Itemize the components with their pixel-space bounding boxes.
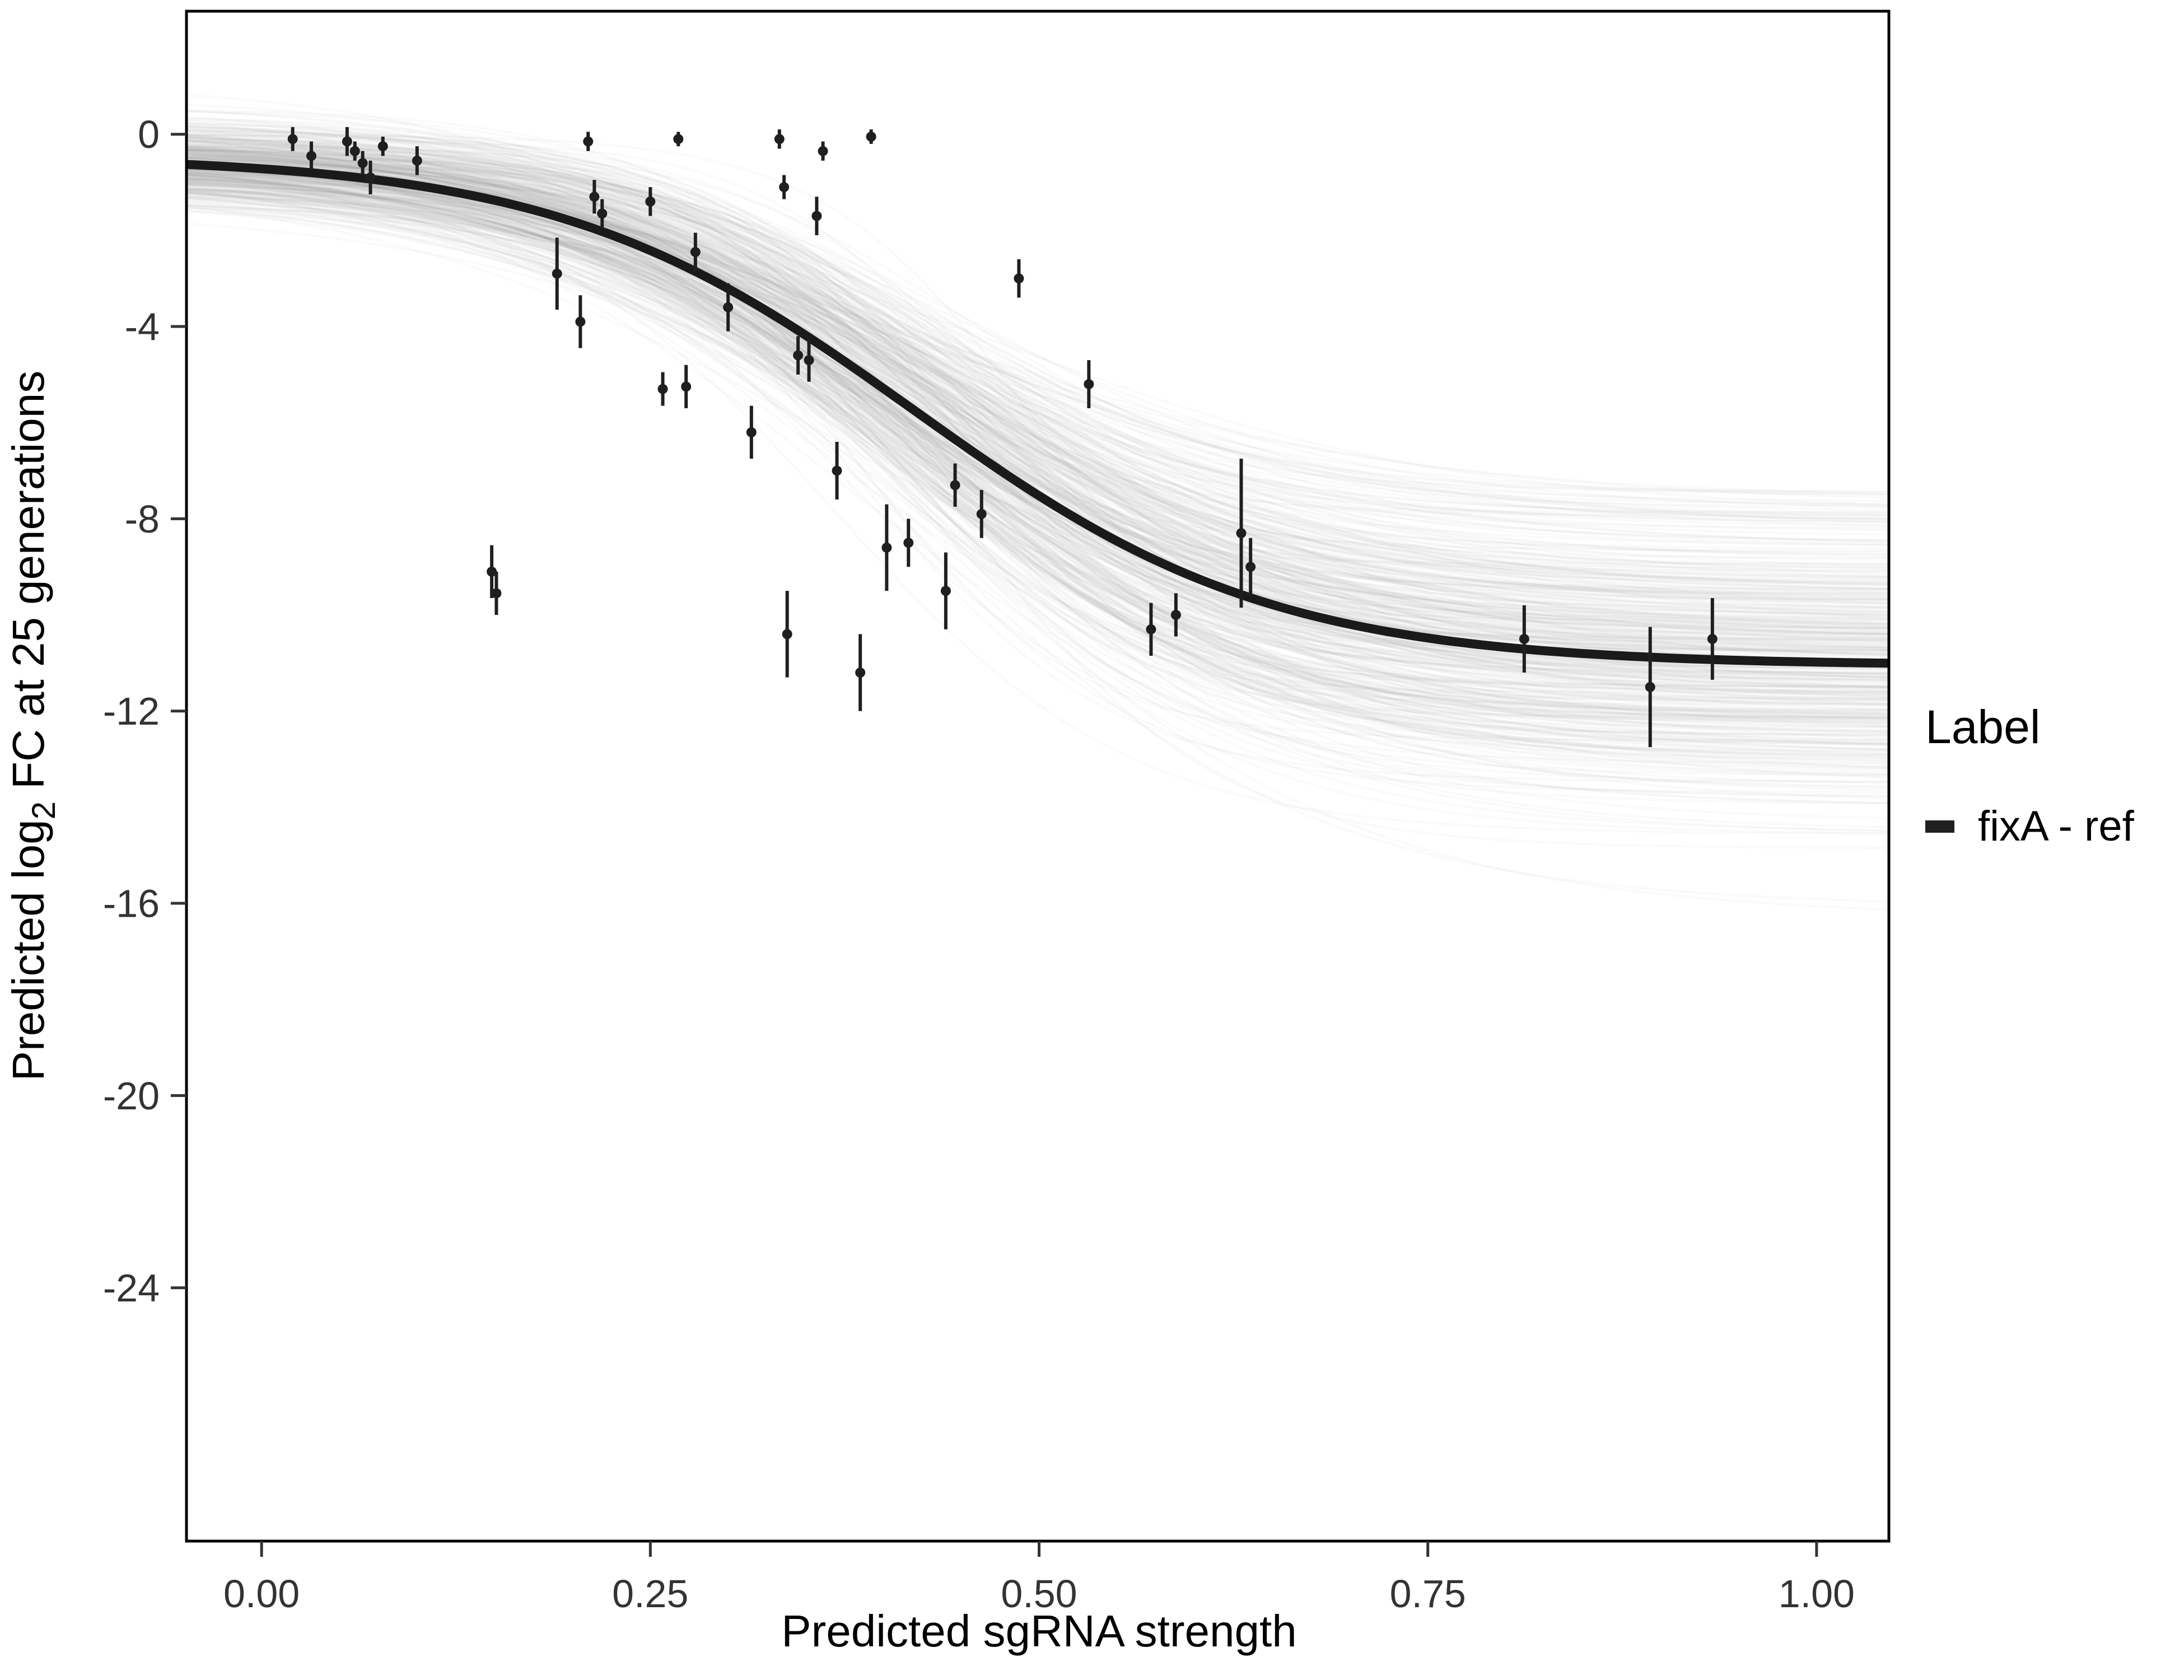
y-tick-label: 0 xyxy=(138,113,160,156)
data-point xyxy=(349,146,360,156)
data-points xyxy=(287,127,1718,748)
data-point xyxy=(804,355,814,366)
legend-key-swatch xyxy=(1925,820,1954,833)
data-point xyxy=(690,247,701,258)
data-point xyxy=(673,134,684,144)
x-axis-title: Predicted sgRNA strength xyxy=(781,1606,1296,1656)
x-tick-label: 0.00 xyxy=(223,1572,300,1616)
y-tick-label: -24 xyxy=(103,1266,160,1310)
data-point xyxy=(1707,633,1718,644)
data-point xyxy=(365,172,376,183)
data-point xyxy=(287,134,298,144)
data-point xyxy=(377,141,388,152)
data-point xyxy=(657,384,668,394)
data-point xyxy=(681,381,692,392)
legend: Label fixA - ref xyxy=(1925,701,2134,851)
data-point xyxy=(412,155,422,166)
data-point xyxy=(645,196,656,207)
data-point xyxy=(779,182,790,193)
data-point xyxy=(903,538,914,548)
x-tick-label: 1.00 xyxy=(1779,1572,1855,1616)
data-point xyxy=(1170,610,1181,620)
data-point xyxy=(491,588,502,599)
data-point xyxy=(487,566,497,577)
data-point xyxy=(723,302,734,312)
y-axis-title: Predicted log2 FC at 25 generations xyxy=(3,371,62,1081)
y-tick-label: -12 xyxy=(103,689,160,733)
posterior-draws xyxy=(186,94,1889,911)
data-point xyxy=(950,480,960,491)
data-point xyxy=(855,668,866,678)
data-point xyxy=(746,427,757,437)
data-point xyxy=(597,208,608,219)
y-tick-label: -20 xyxy=(103,1074,160,1118)
fit-curve xyxy=(186,160,1889,668)
y-tick-label: -4 xyxy=(125,305,160,349)
data-point xyxy=(1245,562,1256,572)
data-point xyxy=(342,136,352,147)
data-point xyxy=(811,211,822,221)
data-point xyxy=(1519,633,1529,644)
data-point xyxy=(940,586,951,596)
data-point xyxy=(866,132,876,142)
data-point xyxy=(976,508,987,519)
data-point xyxy=(589,192,600,202)
data-point xyxy=(1084,379,1094,390)
y-tick-label: -16 xyxy=(103,882,160,926)
data-point xyxy=(1146,624,1156,634)
data-point xyxy=(1014,273,1024,284)
data-point xyxy=(552,268,562,279)
data-point xyxy=(881,542,892,553)
legend-title: Label xyxy=(1925,701,2041,753)
x-tick-label: 0.75 xyxy=(1390,1572,1466,1616)
y-tick-label: -8 xyxy=(125,497,160,541)
x-tick-label: 0.25 xyxy=(612,1572,688,1616)
x-tick-label: 0.50 xyxy=(1001,1572,1077,1616)
legend-item-label: fixA - ref xyxy=(1978,802,2134,851)
data-point xyxy=(832,465,842,476)
data-point xyxy=(774,134,785,144)
data-point xyxy=(575,316,586,327)
legend-item: fixA - ref xyxy=(1925,802,2134,851)
data-point xyxy=(793,350,804,361)
data-point xyxy=(583,136,594,147)
data-point xyxy=(1236,528,1247,539)
data-point xyxy=(1645,682,1655,692)
axes: 0.00 0.25 0.50 0.75 1.00 0 -4 -8 -12 -16 -20 -24 Pre… xyxy=(3,113,1855,1656)
data-point xyxy=(782,629,792,640)
data-point xyxy=(306,151,316,161)
data-point xyxy=(818,146,828,156)
data-point xyxy=(357,158,368,169)
